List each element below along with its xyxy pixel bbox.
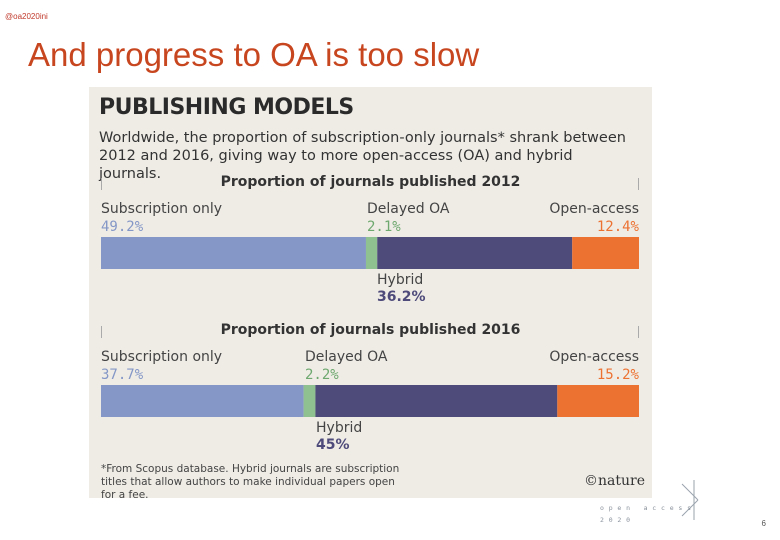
label-subscription-only: Subscription only [101,201,223,217]
figure-title: PUBLISHING MODELS [99,95,354,120]
bar-segment-delayed-oa [303,385,316,417]
chart-title: Proportion of journals published 2016 [220,322,521,338]
bar-segment-hybrid [315,385,558,417]
slide-title: And progress to OA is too slow [28,36,480,73]
label-delayed-oa: Delayed OA [367,201,450,217]
bar-segment-subscription-only [101,237,366,269]
label-open-access: Open-access [549,201,639,217]
label-subscription-only: Subscription only [101,349,223,365]
page-number: 6 [761,519,766,528]
label-open-access: Open-access [549,349,639,365]
figure-subtitle: Worldwide, the proportion of subscriptio… [99,130,626,182]
svg-text:2020: 2020 [600,516,635,524]
chart-2016: Proportion of journals published 2016 Su… [89,322,652,472]
axis-tick-left [101,178,102,190]
twitter-handle: @oa2020ini [5,12,48,21]
label-hybrid: Hybrid [377,272,424,288]
value-delayed-oa: 2.2% [305,367,339,383]
svg-text:open access: open access [600,504,696,512]
nature-credit: ©nature [584,473,645,489]
stacked-bar-2012 [101,237,639,269]
value-hybrid: 36.2% [377,289,426,305]
chart-2012: Proportion of journals published 2012 Su… [89,174,652,324]
axis-tick-right [638,326,639,338]
oa2020-logo: open access 2020 [600,480,699,524]
bar-segment-hybrid [377,237,573,269]
publishing-models-figure: PUBLISHING MODELS Worldwide, the proport… [89,87,652,501]
bar-segment-open-access [557,385,639,417]
value-subscription-only: 37.7% [101,367,144,383]
value-open-access: 12.4% [596,219,639,235]
value-delayed-oa: 2.1% [367,219,401,235]
chart-title: Proportion of journals published 2012 [220,174,521,190]
label-hybrid: Hybrid [316,420,363,436]
label-delayed-oa: Delayed OA [305,349,388,365]
stacked-bar-2016 [101,385,639,417]
footnote: *From Scopus database. Hybrid journals a… [101,463,400,501]
value-hybrid: 45% [316,437,350,453]
axis-tick-left [101,326,102,338]
bar-segment-subscription-only [101,385,304,417]
value-open-access: 15.2% [596,367,639,383]
bar-segment-open-access [572,237,639,269]
bar-segment-delayed-oa [365,237,378,269]
value-subscription-only: 49.2% [101,219,144,235]
axis-tick-right [638,178,639,190]
